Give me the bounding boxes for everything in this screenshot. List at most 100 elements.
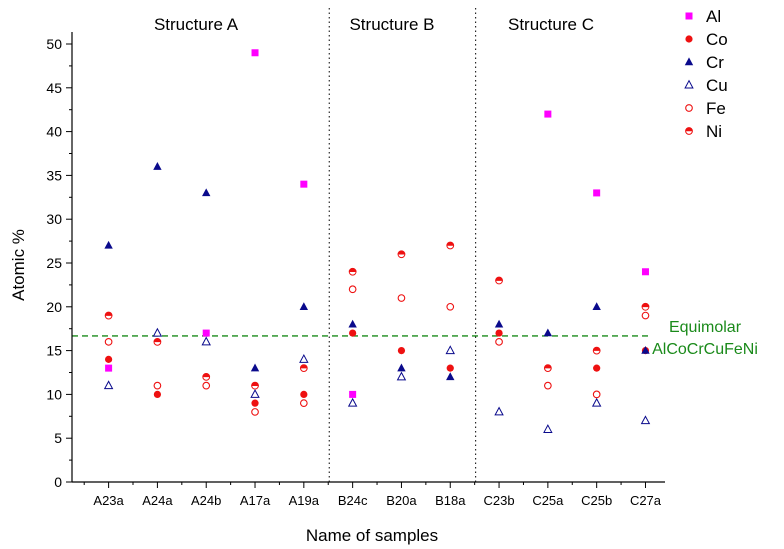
point-al-c25b xyxy=(593,189,601,197)
point-fe-b18a xyxy=(446,302,455,311)
x-tick-label-a19a: A19a xyxy=(289,493,320,508)
point-cr-a23a xyxy=(104,240,113,249)
x-tick-label-c25a: C25a xyxy=(532,493,564,508)
point-cr-c27a xyxy=(641,346,650,354)
point-cu-a23a xyxy=(103,380,114,390)
region-label-structure-b: Structure B xyxy=(349,15,434,34)
reference-label-line-2: AlCoCrCuFeNi xyxy=(652,341,758,358)
point-fe-c27a xyxy=(641,311,650,320)
reference-label-line-1: Equimolar xyxy=(669,319,742,336)
legend-label-cr: Cr xyxy=(706,53,724,72)
legend-label-cu: Cu xyxy=(706,76,728,95)
point-ni-c27a xyxy=(641,302,650,311)
x-tick-label-b24c: B24c xyxy=(338,493,368,508)
legend-marker-co xyxy=(685,35,693,43)
point-fe-c23b xyxy=(495,337,503,346)
y-tick-label: 0 xyxy=(54,474,62,490)
point-al-a24b xyxy=(202,329,210,337)
legend-marker-fe xyxy=(685,104,693,112)
region-label-structure-a: Structure A xyxy=(154,15,239,34)
point-al-c25a xyxy=(544,110,552,118)
point-ni-a23a xyxy=(104,311,113,320)
x-tick-label-c27a: C27a xyxy=(630,493,662,508)
point-ni-c25a xyxy=(543,364,552,373)
point-ni-a19a xyxy=(299,364,308,373)
legend-label-fe: Fe xyxy=(706,99,726,118)
x-tick-label-a17a: A17a xyxy=(240,493,271,508)
y-tick-label: 20 xyxy=(46,299,62,315)
point-fe-a24b xyxy=(202,381,211,390)
y-tick-label: 40 xyxy=(46,124,62,140)
x-tick-label-c25b: C25b xyxy=(581,493,612,508)
point-cu-b24c xyxy=(347,397,358,407)
point-co-a24a xyxy=(153,390,162,398)
point-ni-c23b xyxy=(495,276,503,285)
point-co-b18a xyxy=(446,364,454,372)
x-axis-title: Name of samples xyxy=(306,526,438,545)
point-cu-b18a xyxy=(445,345,455,355)
y-tick-label: 5 xyxy=(54,430,62,446)
legend-label-co: Co xyxy=(706,30,728,49)
point-cr-b24c xyxy=(348,319,357,328)
point-fe-c25b xyxy=(592,390,601,399)
point-cu-a24b xyxy=(201,336,211,346)
point-ni-a24a xyxy=(153,337,162,346)
point-cu-c25b xyxy=(591,397,602,407)
point-co-c23b xyxy=(495,329,503,337)
legend-marker-ni xyxy=(685,127,693,135)
legend-label-ni: Ni xyxy=(706,122,722,141)
point-ni-c25b xyxy=(592,346,601,355)
point-cr-a19a xyxy=(299,302,309,310)
point-cu-b20a xyxy=(396,371,407,381)
point-cr-b20a xyxy=(397,363,406,372)
x-tick-label-b18a: B18a xyxy=(435,493,466,508)
point-cu-c27a xyxy=(640,415,651,425)
x-tick-label-c23b: C23b xyxy=(484,493,515,508)
y-tick-label: 50 xyxy=(46,36,62,52)
y-axis-title: Atomic % xyxy=(9,229,28,301)
point-cu-a17a xyxy=(250,389,260,398)
point-cr-a24b xyxy=(202,188,211,197)
y-tick-label: 10 xyxy=(46,386,62,402)
point-ni-b20a xyxy=(397,250,406,259)
point-co-a23a xyxy=(105,355,113,363)
point-fe-a17a xyxy=(251,408,259,416)
legend-label-al: Al xyxy=(706,7,721,26)
x-tick-label-a24b: A24b xyxy=(191,493,221,508)
point-cr-c25b xyxy=(592,302,601,310)
point-ni-a17a xyxy=(251,381,259,390)
point-al-c27a xyxy=(641,268,649,276)
point-fe-a24a xyxy=(153,381,162,390)
point-cr-a17a xyxy=(250,363,260,372)
point-co-a19a xyxy=(300,390,308,398)
point-cr-a24a xyxy=(153,162,162,170)
y-tick-label: 45 xyxy=(46,80,62,96)
point-cu-a24a xyxy=(152,327,163,337)
legend-marker-al xyxy=(685,12,693,20)
legend-marker-cr xyxy=(684,57,694,66)
point-co-c25b xyxy=(593,364,601,372)
point-ni-b24c xyxy=(348,267,357,276)
point-co-b24c xyxy=(349,329,357,337)
point-al-b24c xyxy=(349,390,357,398)
point-co-b20a xyxy=(397,347,406,355)
point-cr-b18a xyxy=(446,372,455,381)
point-cu-a19a xyxy=(299,353,309,363)
point-fe-c25a xyxy=(544,381,552,390)
point-cr-c25a xyxy=(543,328,553,337)
point-fe-a23a xyxy=(104,337,113,346)
point-al-a19a xyxy=(300,180,308,188)
point-al-a23a xyxy=(105,364,113,372)
point-ni-b18a xyxy=(446,241,455,250)
point-fe-b24c xyxy=(348,285,357,294)
region-label-structure-c: Structure C xyxy=(508,15,594,34)
point-cr-c23b xyxy=(494,319,504,328)
y-tick-label: 15 xyxy=(46,343,62,359)
x-tick-label-a24a: A24a xyxy=(142,493,173,508)
point-co-a17a xyxy=(251,399,259,407)
x-tick-label-a23a: A23a xyxy=(93,493,124,508)
point-ni-a24b xyxy=(202,372,211,381)
point-fe-a19a xyxy=(299,399,308,408)
point-al-a17a xyxy=(251,49,259,57)
